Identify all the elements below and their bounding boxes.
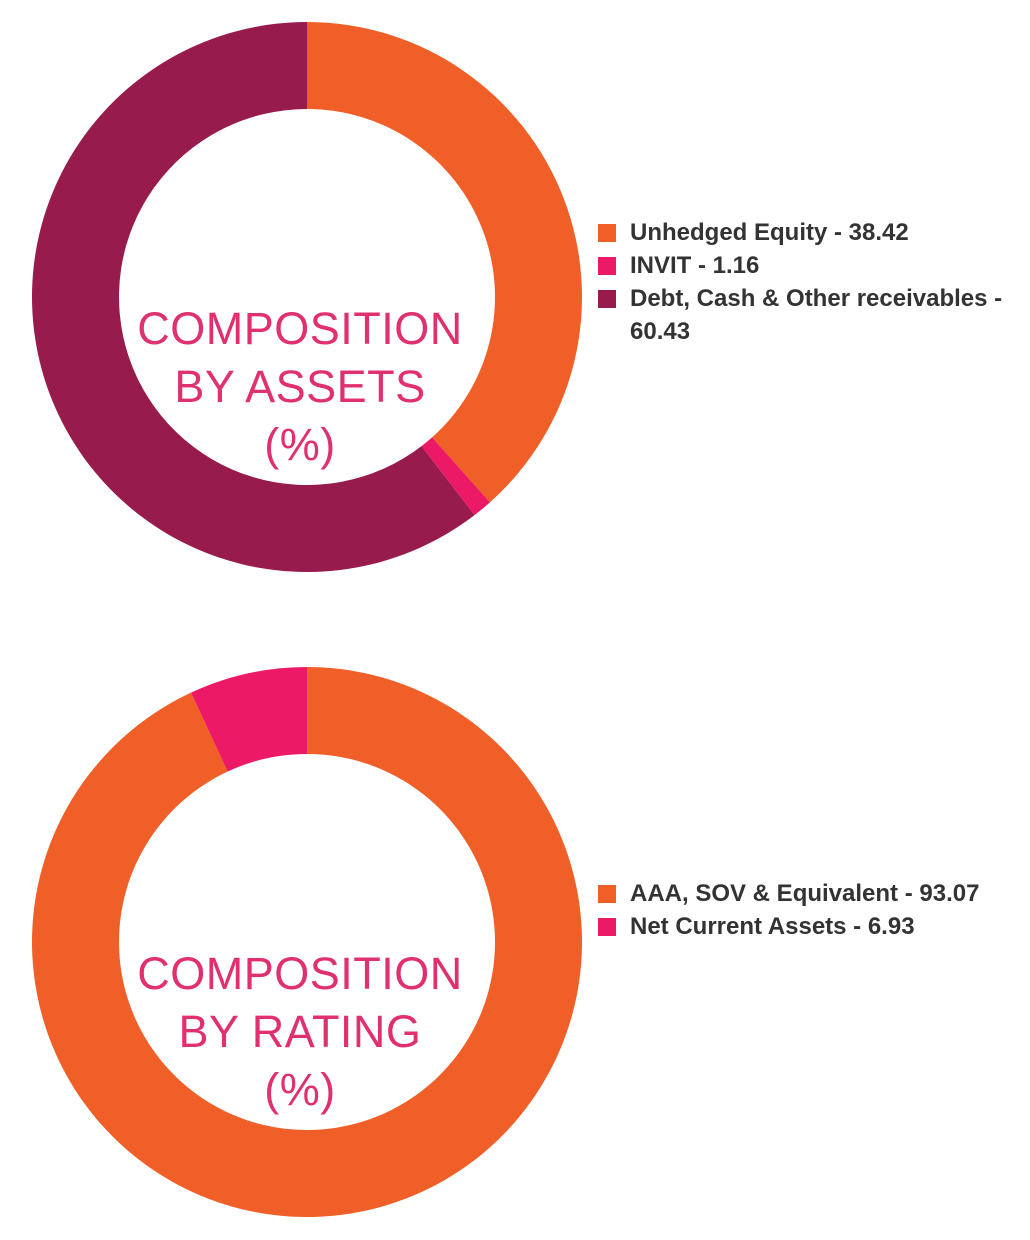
- legend-swatch: [598, 885, 616, 903]
- donut-slice-0-2: [32, 22, 475, 573]
- donut-slice-0-1: [421, 437, 490, 516]
- donut-slice-1-0: [31, 667, 583, 1217]
- legend-item-invit: INVIT - 1.16: [598, 249, 1030, 282]
- legend-item-unhedged-equity: Unhedged Equity - 38.42: [598, 216, 1030, 249]
- rating-legend: AAA, SOV & Equivalent - 93.07 Net Curren…: [598, 877, 1030, 943]
- assets-title-line-1: COMPOSITION: [137, 303, 463, 354]
- legend-item-debt-cash: Debt, Cash & Other receivables - 60.43: [598, 282, 1030, 348]
- assets-legend: Unhedged Equity - 38.42 INVIT - 1.16 Deb…: [598, 216, 1030, 348]
- legend-label: Net Current Assets - 6.93: [630, 913, 915, 940]
- donut-slice-0-0: [307, 22, 583, 503]
- legend-swatch: [598, 290, 616, 308]
- rating-composition-chart: COMPOSITION BY RATING (%) AAA, SOV & Equ…: [0, 645, 1030, 1225]
- legend-item-net-current-assets: Net Current Assets - 6.93: [598, 910, 1030, 943]
- rating-donut: [31, 667, 583, 1217]
- legend-item-aaa-sov: AAA, SOV & Equivalent - 93.07: [598, 877, 1030, 910]
- assets-title-line-3: (%): [264, 419, 336, 470]
- legend-label: AAA, SOV & Equivalent - 93.07: [630, 880, 980, 907]
- rating-chart-title: COMPOSITION BY RATING (%): [110, 945, 490, 1119]
- rating-title-line-1: COMPOSITION: [137, 948, 463, 999]
- donut-slice-1-1: [191, 667, 307, 772]
- legend-swatch: [598, 918, 616, 936]
- legend-swatch: [598, 224, 616, 242]
- rating-title-line-2: BY RATING: [178, 1006, 422, 1057]
- assets-donut: [32, 22, 583, 573]
- legend-label: Unhedged Equity - 38.42: [630, 219, 909, 246]
- rating-title-line-3: (%): [264, 1064, 336, 1115]
- legend-label: Debt, Cash & Other receivables - 60.43: [630, 285, 1003, 345]
- legend-swatch: [598, 257, 616, 275]
- assets-title-line-2: BY ASSETS: [174, 361, 426, 412]
- assets-composition-chart: COMPOSITION BY ASSETS (%) Unhedged Equit…: [0, 0, 1030, 580]
- assets-chart-title: COMPOSITION BY ASSETS (%): [110, 300, 490, 474]
- legend-label: INVIT - 1.16: [630, 252, 760, 279]
